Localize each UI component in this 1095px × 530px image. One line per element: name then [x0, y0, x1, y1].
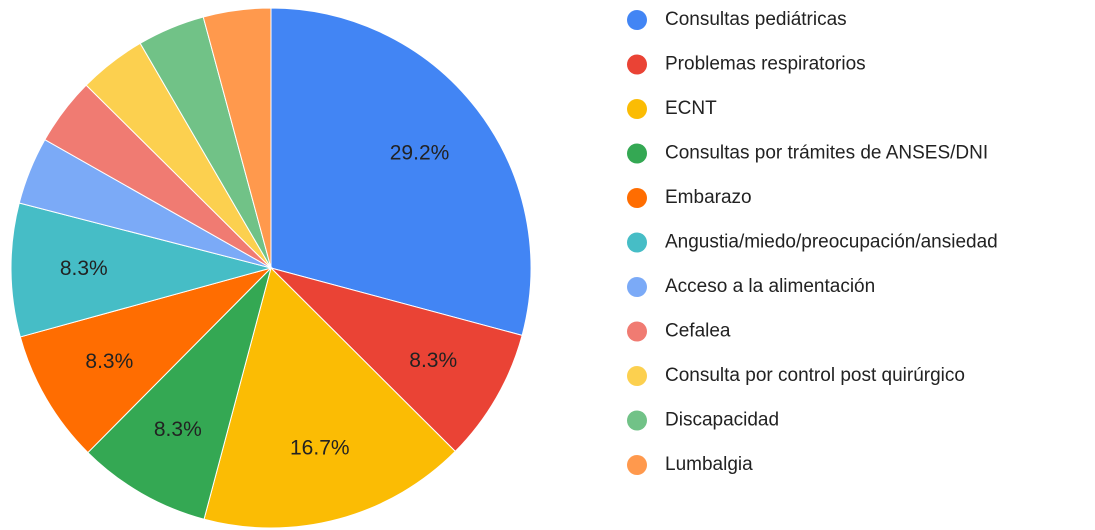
legend-label: Angustia/miedo/preocupación/ansiedad — [665, 232, 998, 253]
legend-swatch — [627, 366, 647, 386]
legend-label: Embarazo — [665, 187, 752, 208]
legend-swatch — [627, 277, 647, 297]
legend-label: Discapacidad — [665, 410, 779, 431]
legend-swatch — [627, 10, 647, 30]
legend-label: Acceso a la alimentación — [665, 276, 875, 297]
legend-swatch — [627, 143, 647, 164]
pie-slice — [203, 267, 456, 529]
slice-label: 8.3% — [60, 257, 108, 280]
legend-label: Cefalea — [665, 321, 731, 342]
legend-swatch — [627, 455, 647, 475]
pie-slice — [270, 7, 532, 336]
pie-slice — [269, 267, 523, 453]
legend-swatch — [627, 321, 647, 342]
slice-label: 16.7% — [290, 436, 350, 459]
legend-label: Consultas por trámites de ANSES/DNI — [665, 143, 988, 164]
slice-label: 8.3% — [154, 418, 202, 441]
legend-swatch — [627, 188, 647, 208]
legend-swatch — [627, 232, 647, 253]
legend-swatch — [627, 54, 647, 75]
legend-label: Problemas respiratorios — [665, 54, 866, 75]
slice-label: 8.3% — [85, 350, 133, 373]
legend-label: Lumbalgia — [665, 454, 753, 475]
pie-slice — [19, 267, 273, 454]
slice-label: 29.2% — [390, 142, 450, 165]
pie-slice — [10, 202, 273, 338]
legend-label: ECNT — [665, 98, 717, 119]
legend-swatch — [627, 99, 647, 119]
legend-label: Consultas pediátricas — [665, 9, 847, 30]
legend-label: Consulta por control post quirúrgico — [665, 365, 965, 386]
slice-label: 8.3% — [409, 349, 457, 372]
pie-slice — [87, 266, 272, 520]
legend-swatch — [627, 410, 647, 431]
pie-slice — [202, 7, 272, 269]
